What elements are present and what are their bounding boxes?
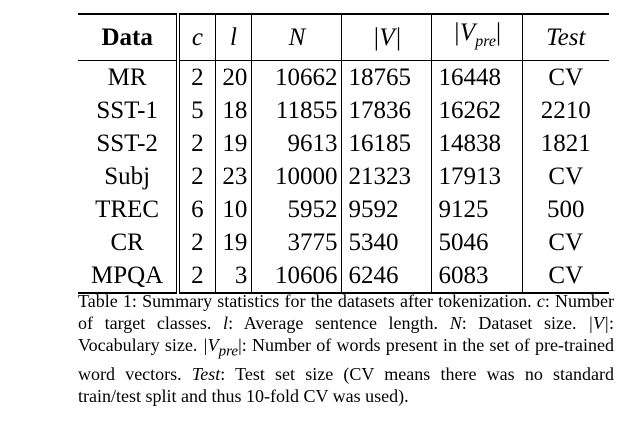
size-cell: 9613 [251, 127, 342, 160]
header-v: |V| [341, 13, 432, 61]
length-cell: 3 [214, 259, 252, 294]
size-cell: 10000 [251, 160, 342, 193]
classes-cell: 6 [176, 193, 216, 226]
dataset-name: Subj [104, 163, 151, 190]
size-cell: 10606 [251, 259, 342, 294]
table-caption: Table 1: Summary statistics for the data… [78, 291, 615, 406]
pretrained-cell: 6083 [431, 259, 523, 294]
vocab-cell: 18765 [341, 60, 432, 94]
size-cell: 3775 [251, 226, 342, 259]
length-cell: 18 [214, 94, 252, 127]
classes-cell: 2 [176, 127, 216, 160]
pretrained-cell: 16262 [431, 94, 523, 127]
table-row: TREC 6 10 5952 9592 9125 500 [78, 193, 609, 226]
dataset-name: SST-1 [96, 97, 158, 124]
header-c: c [176, 13, 216, 61]
vocab-cell: 16185 [341, 127, 432, 160]
dataset-name: TREC [95, 196, 160, 223]
table-row: MR 2 20 10662 18765 16448 CV [78, 60, 609, 94]
vocab-cell: 6246 [341, 259, 432, 294]
header-data: Data [78, 13, 179, 61]
test-cell: CV [521, 160, 609, 193]
size-cell: 10662 [251, 60, 342, 94]
table-row: CR 2 19 3775 5340 5046 CV [78, 226, 609, 259]
vocab-cell: 21323 [341, 160, 432, 193]
pretrained-cell: 5046 [431, 226, 523, 259]
header-n: N [251, 13, 342, 61]
vocab-cell: 17836 [341, 94, 432, 127]
table-row: Subj 2 23 10000 21323 17913 CV [78, 160, 609, 193]
size-cell: 11855 [251, 94, 342, 127]
classes-cell: 2 [176, 259, 216, 294]
dataset-name: CR [110, 229, 144, 256]
classes-cell: 2 [176, 160, 216, 193]
header-l: l [214, 13, 252, 61]
table-row: MPQA 2 3 10606 6246 6083 CV [78, 259, 609, 294]
table-header-row: Data c l N |V| |Vpre| Test [78, 13, 609, 61]
test-cell: CV [521, 226, 609, 259]
test-cell: 2210 [521, 94, 609, 127]
statistics-table-container: Data c l N |V| |Vpre| Test MR 2 20 10662 187… [78, 13, 609, 294]
test-cell: CV [521, 60, 609, 94]
dataset-name: MPQA [78, 259, 179, 294]
test-cell: 1821 [521, 127, 609, 160]
pretrained-cell: 14838 [431, 127, 523, 160]
table-row: SST-2 2 19 9613 16185 14838 1821 [78, 127, 609, 160]
vocab-cell: 9592 [341, 193, 432, 226]
length-cell: 19 [214, 127, 252, 160]
test-cell: 500 [521, 193, 609, 226]
header-test: Test [521, 13, 609, 61]
length-cell: 20 [214, 60, 252, 94]
length-cell: 19 [214, 226, 252, 259]
size-cell: 5952 [251, 193, 342, 226]
test-cell: CV [521, 259, 609, 294]
length-cell: 10 [214, 193, 252, 226]
header-vpre: |Vpre| [431, 13, 523, 61]
dataset-name: MR [107, 64, 147, 91]
length-cell: 23 [214, 160, 252, 193]
dataset-statistics-table: Data c l N |V| |Vpre| Test MR 2 20 10662 187… [78, 13, 609, 294]
classes-cell: 2 [176, 226, 216, 259]
classes-cell: 5 [176, 94, 216, 127]
table-row: SST-1 5 18 11855 17836 16262 2210 [78, 94, 609, 127]
pretrained-cell: 9125 [431, 193, 523, 226]
vocab-cell: 5340 [341, 226, 432, 259]
pretrained-cell: 17913 [431, 160, 523, 193]
dataset-name: SST-2 [96, 130, 158, 157]
pretrained-cell: 16448 [431, 60, 523, 94]
classes-cell: 2 [176, 60, 216, 94]
